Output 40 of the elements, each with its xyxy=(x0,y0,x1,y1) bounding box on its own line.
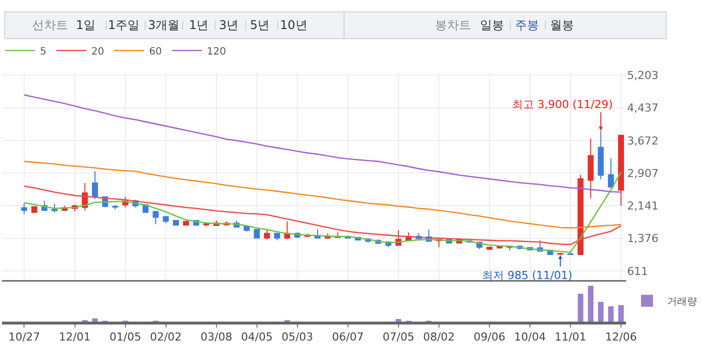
x-tick-label: 05/03 xyxy=(281,330,314,344)
annotation: 최저 985 (11/01) xyxy=(482,269,572,282)
legend-label: 20 xyxy=(91,46,104,58)
x-tick-label: 12/01 xyxy=(58,330,91,344)
y-tick-label: 2,141 xyxy=(627,200,659,213)
x-tick-label: 04/05 xyxy=(240,330,273,344)
text: 봉차트 xyxy=(435,18,471,32)
text: 10년 xyxy=(280,18,308,32)
legend-label: 120 xyxy=(206,46,226,58)
y-tick-label: 4,437 xyxy=(627,102,659,115)
text: 5년 xyxy=(250,18,270,32)
legend-label: 60 xyxy=(149,46,162,58)
x-tick-label: 12/06 xyxy=(605,330,637,344)
x-tick-label: 01/05 xyxy=(109,330,142,344)
text: 1일 xyxy=(76,18,96,32)
text: 1주일 xyxy=(108,18,140,32)
y-tick-label: 2,907 xyxy=(627,166,659,180)
text: 월봉 xyxy=(550,18,574,32)
x-tick-label: 10/27 xyxy=(8,330,40,344)
y-tick-label: 3,672 xyxy=(627,134,659,148)
text: 3개월 xyxy=(148,18,180,32)
x-tick-label: 11/01 xyxy=(554,330,586,344)
x-tick-label: 10/04 xyxy=(514,330,546,344)
x-tick-label: 06/07 xyxy=(332,330,364,344)
x-tick-label: 08/02 xyxy=(423,330,455,344)
text: 3년 xyxy=(219,18,239,32)
text: 주봉 xyxy=(515,18,539,32)
text: 일봉 xyxy=(480,18,504,32)
y-tick-label: 1,376 xyxy=(627,232,659,246)
annotation: 최고 3,900 (11/29) xyxy=(512,98,613,111)
x-tick-label: 07/05 xyxy=(382,330,414,344)
legend-label: 거래량 xyxy=(667,296,697,308)
x-tick-label: 02/02 xyxy=(150,330,182,344)
x-tick-label: 09/06 xyxy=(474,330,506,344)
x-tick-label: 03/08 xyxy=(200,330,232,344)
legend-label: 5 xyxy=(40,46,46,58)
text: 선차트 xyxy=(32,18,68,32)
text: 1년 xyxy=(189,18,209,32)
y-tick-label: 611 xyxy=(627,264,648,278)
y-tick-label: 5,203 xyxy=(627,69,659,82)
